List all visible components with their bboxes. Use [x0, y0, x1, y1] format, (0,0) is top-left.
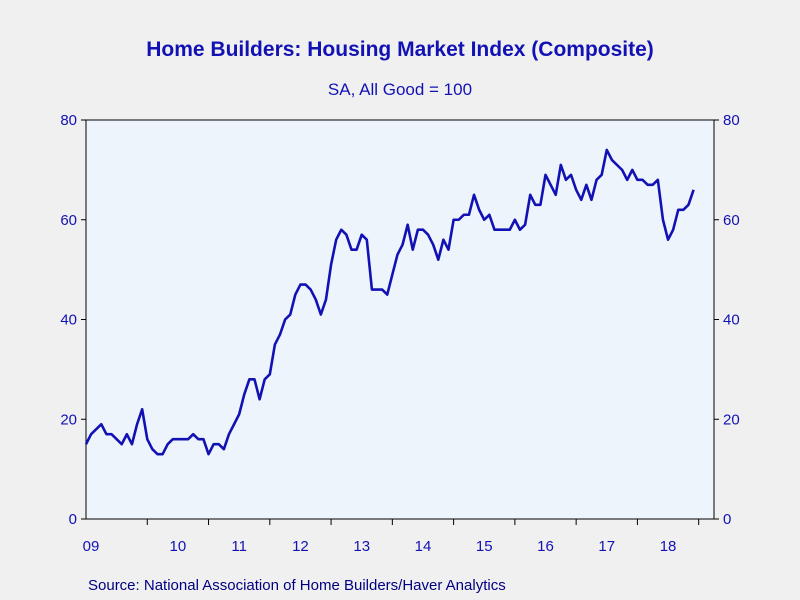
series-line	[84, 148, 695, 456]
chart-subtitle: SA, All Good = 100	[327, 80, 473, 99]
x-tick-label: 10	[170, 538, 187, 555]
x-tick-label: 09	[83, 538, 100, 555]
y-tick-label-right: 20	[723, 411, 740, 428]
y-tick-label-left: 0	[69, 511, 77, 528]
x-tick-label: 15	[476, 538, 493, 555]
y-tick-label-left: 20	[60, 411, 77, 428]
x-tick-label: 14	[415, 538, 432, 555]
x-tick-label: 18	[660, 538, 677, 555]
y-tick-label-left: 60	[60, 212, 77, 229]
y-tick-label-left: 80	[60, 112, 77, 129]
y-tick-label-right: 40	[723, 312, 740, 329]
chart-title: Home Builders: Housing Market Index (Com…	[146, 38, 654, 61]
plot-area	[85, 119, 715, 520]
source-note: Source: National Association of Home Bui…	[88, 577, 506, 594]
x-tick-label: 11	[231, 538, 247, 555]
x-tick-label: 16	[537, 538, 554, 555]
y-tick-label-right: 60	[723, 212, 740, 229]
y-tick-label-right: 0	[723, 511, 731, 528]
x-tick-label: 13	[353, 538, 370, 555]
x-tick-label: 12	[292, 538, 309, 555]
y-tick-label-right: 80	[723, 112, 740, 129]
x-tick-label: 17	[598, 538, 615, 555]
y-tick-label-left: 40	[60, 312, 77, 329]
